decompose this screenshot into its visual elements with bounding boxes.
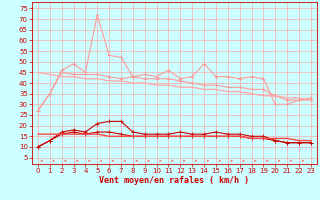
X-axis label: Vent moyen/en rafales ( km/h ): Vent moyen/en rafales ( km/h ) [100, 176, 249, 185]
